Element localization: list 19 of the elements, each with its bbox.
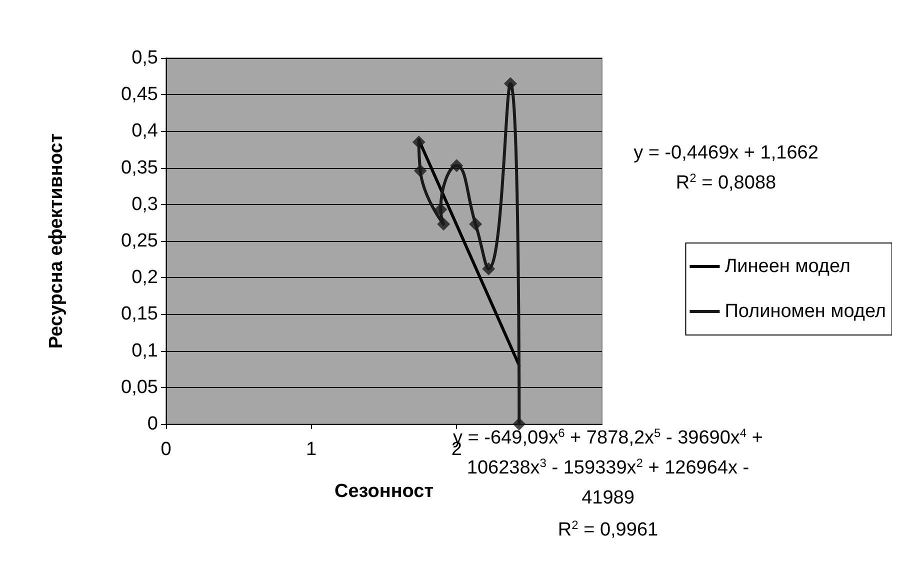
y-tick-label: 0,45 [121,84,158,106]
y-tick-label: 0 [147,414,158,434]
x-tick-label: 1 [306,439,317,460]
x-tick-label: 0 [160,439,172,460]
y-tick-label: 0,05 [121,376,158,398]
text: 41989 [582,488,634,508]
y-tick-label: 0,15 [121,304,158,325]
y-tick-label: 0,3 [132,194,158,215]
legend-label: Линеен модел [724,256,851,277]
y-tick-label: 0,1 [132,340,158,362]
text: y = -0,4469x + 1,1662 [634,142,818,164]
x-axis-title: Сезонност [334,481,434,502]
y-tick-label: 0,35 [121,157,158,178]
y-tick-label: 0,25 [121,230,158,252]
legend-label: Полиномен модел [724,301,886,322]
y-axis-title: Ресурсна ефективност [46,133,67,349]
y-tick-label: 0,5 [132,48,158,68]
y-tick-label: 0,2 [132,267,158,288]
y-tick-label: 0,4 [132,120,158,142]
